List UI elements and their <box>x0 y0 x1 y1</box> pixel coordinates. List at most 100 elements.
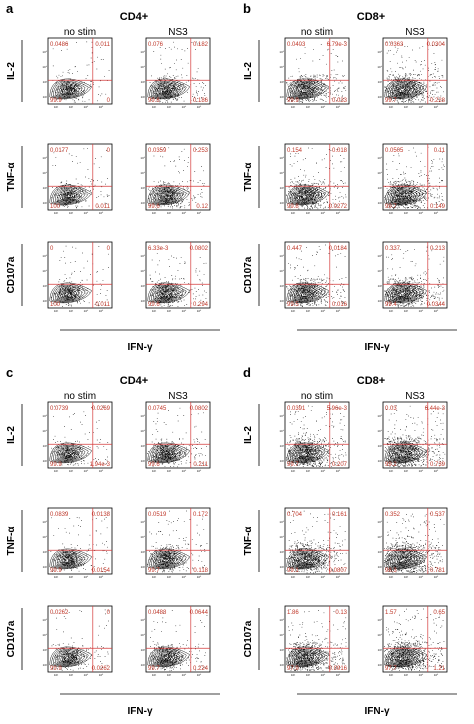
quadrant-ll-value: 97.9 <box>287 666 299 672</box>
x-tick-label: 10³ <box>306 105 310 109</box>
contour-line <box>161 558 169 563</box>
x-tick-label: 10² <box>152 469 156 473</box>
y-tick-label: 10² <box>280 95 284 99</box>
x-tick-label: 10³ <box>306 469 310 473</box>
quadrant-ul-value: 1.86 <box>287 610 299 616</box>
contour-line <box>156 652 176 664</box>
quadrant-lr-value: 0.12 <box>196 204 208 210</box>
y-tick-label: 10⁵ <box>279 156 284 160</box>
y-tick-label: 10⁴ <box>42 65 47 69</box>
contour-line <box>160 87 171 94</box>
contour-line <box>154 189 178 202</box>
x-tick-label: 10³ <box>167 211 171 215</box>
quadrant-ur-value: 0 <box>107 610 111 616</box>
y-tick-label: 10³ <box>280 80 284 84</box>
panel-c: c CD4+ no stim NS3 IL-2 10² 10² 10³ 10³ 10⁴ 10⁴ 10⁵… <box>6 365 220 717</box>
contour-line <box>397 557 408 564</box>
y-tick-label: 10³ <box>141 648 145 652</box>
y-tick-label: 10⁵ <box>377 156 382 160</box>
y-tick-label: 10⁴ <box>279 171 284 175</box>
contour-line <box>156 190 176 202</box>
y-tick-label: 10⁵ <box>377 254 382 258</box>
contour-line <box>295 652 315 664</box>
x-tick-label: 10³ <box>69 211 73 215</box>
x-tick-label: 10² <box>389 105 393 109</box>
contour-line <box>62 87 73 94</box>
x-tick-label: 10⁴ <box>321 105 326 109</box>
y-tick-label: 10⁵ <box>377 618 382 622</box>
x-tick-label: 10⁴ <box>182 211 187 215</box>
x-tick-label: 10³ <box>167 309 171 313</box>
contour-line <box>158 85 173 95</box>
contour-line <box>58 190 78 202</box>
contour-line <box>161 452 169 457</box>
contour-line <box>295 190 315 202</box>
y-tick-label: 10³ <box>141 444 145 448</box>
x-tick-label: 10² <box>291 105 295 109</box>
contour-line <box>391 287 415 300</box>
contour-line <box>293 553 317 566</box>
quadrant-ul-value: 0.0262 <box>50 610 69 616</box>
quadrant-ul-value: 0.0745 <box>148 406 167 412</box>
x-tick-label: 10⁵ <box>434 211 439 215</box>
quadrant-lr-value: 0.211 <box>193 462 208 468</box>
quadrant-ul-value: 0.0177 <box>50 148 69 154</box>
contour-line <box>300 558 308 563</box>
quadrant-ur-value: 0.213 <box>430 246 446 252</box>
quadrant-ul-value: 0.352 <box>385 512 401 518</box>
quadrant-ur-value: 0.537 <box>430 512 446 518</box>
x-axis-label: IFN-γ <box>128 342 153 353</box>
row-label: CD107a <box>243 256 254 293</box>
x-tick-label: 10⁵ <box>197 469 202 473</box>
contour-line <box>160 193 171 200</box>
y-tick-label: 10⁵ <box>42 156 47 160</box>
quadrant-ul-value: 0.0739 <box>50 406 69 412</box>
contour-line <box>393 554 413 566</box>
x-tick-label: 10² <box>152 211 156 215</box>
contour-line <box>161 88 169 93</box>
y-tick-label: 10⁴ <box>377 269 382 273</box>
y-tick-label: 10³ <box>141 186 145 190</box>
contour-line <box>300 656 308 661</box>
x-tick-label: 10⁵ <box>336 673 341 677</box>
column-header: NS3 <box>168 27 188 38</box>
quadrant-ur-value: 0.172 <box>193 512 209 518</box>
y-tick-label: 10² <box>141 565 145 569</box>
contour-line <box>297 653 312 663</box>
x-tick-label: 10⁵ <box>434 309 439 313</box>
contour-line <box>393 190 413 202</box>
x-tick-label: 10³ <box>167 575 171 579</box>
y-tick-label: 10² <box>280 299 284 303</box>
y-tick-label: 10³ <box>43 186 47 190</box>
contour-line <box>158 653 173 663</box>
quadrant-ur-value: 0.0802 <box>190 246 209 252</box>
event-dots <box>286 405 347 467</box>
contour-line <box>398 452 406 457</box>
contour-line <box>299 451 310 458</box>
contour-line <box>60 289 75 299</box>
y-tick-label: 10² <box>141 299 145 303</box>
quadrant-ll-value: 99.6 <box>148 98 160 104</box>
contour-line <box>297 191 312 201</box>
quadrant-ur-value: 0.0802 <box>190 406 209 412</box>
x-tick-label: 10³ <box>404 469 408 473</box>
x-tick-label: 10⁵ <box>197 673 202 677</box>
y-tick-label: 10⁵ <box>377 50 382 54</box>
y-tick-label: 10² <box>43 95 47 99</box>
quadrant-lr-value: 1.21 <box>433 666 445 672</box>
x-tick-label: 10³ <box>69 309 73 313</box>
y-tick-label: 10² <box>141 459 145 463</box>
contour-line <box>293 83 317 96</box>
contour-line <box>158 191 173 201</box>
contour-line <box>63 88 71 93</box>
contour-line <box>60 191 75 201</box>
x-tick-label: 10⁴ <box>182 469 187 473</box>
quadrant-ll-value: 99.9 <box>50 462 62 468</box>
quadrant-ul-value: 0.0839 <box>50 512 69 518</box>
x-axis-label: IFN-γ <box>365 342 390 353</box>
